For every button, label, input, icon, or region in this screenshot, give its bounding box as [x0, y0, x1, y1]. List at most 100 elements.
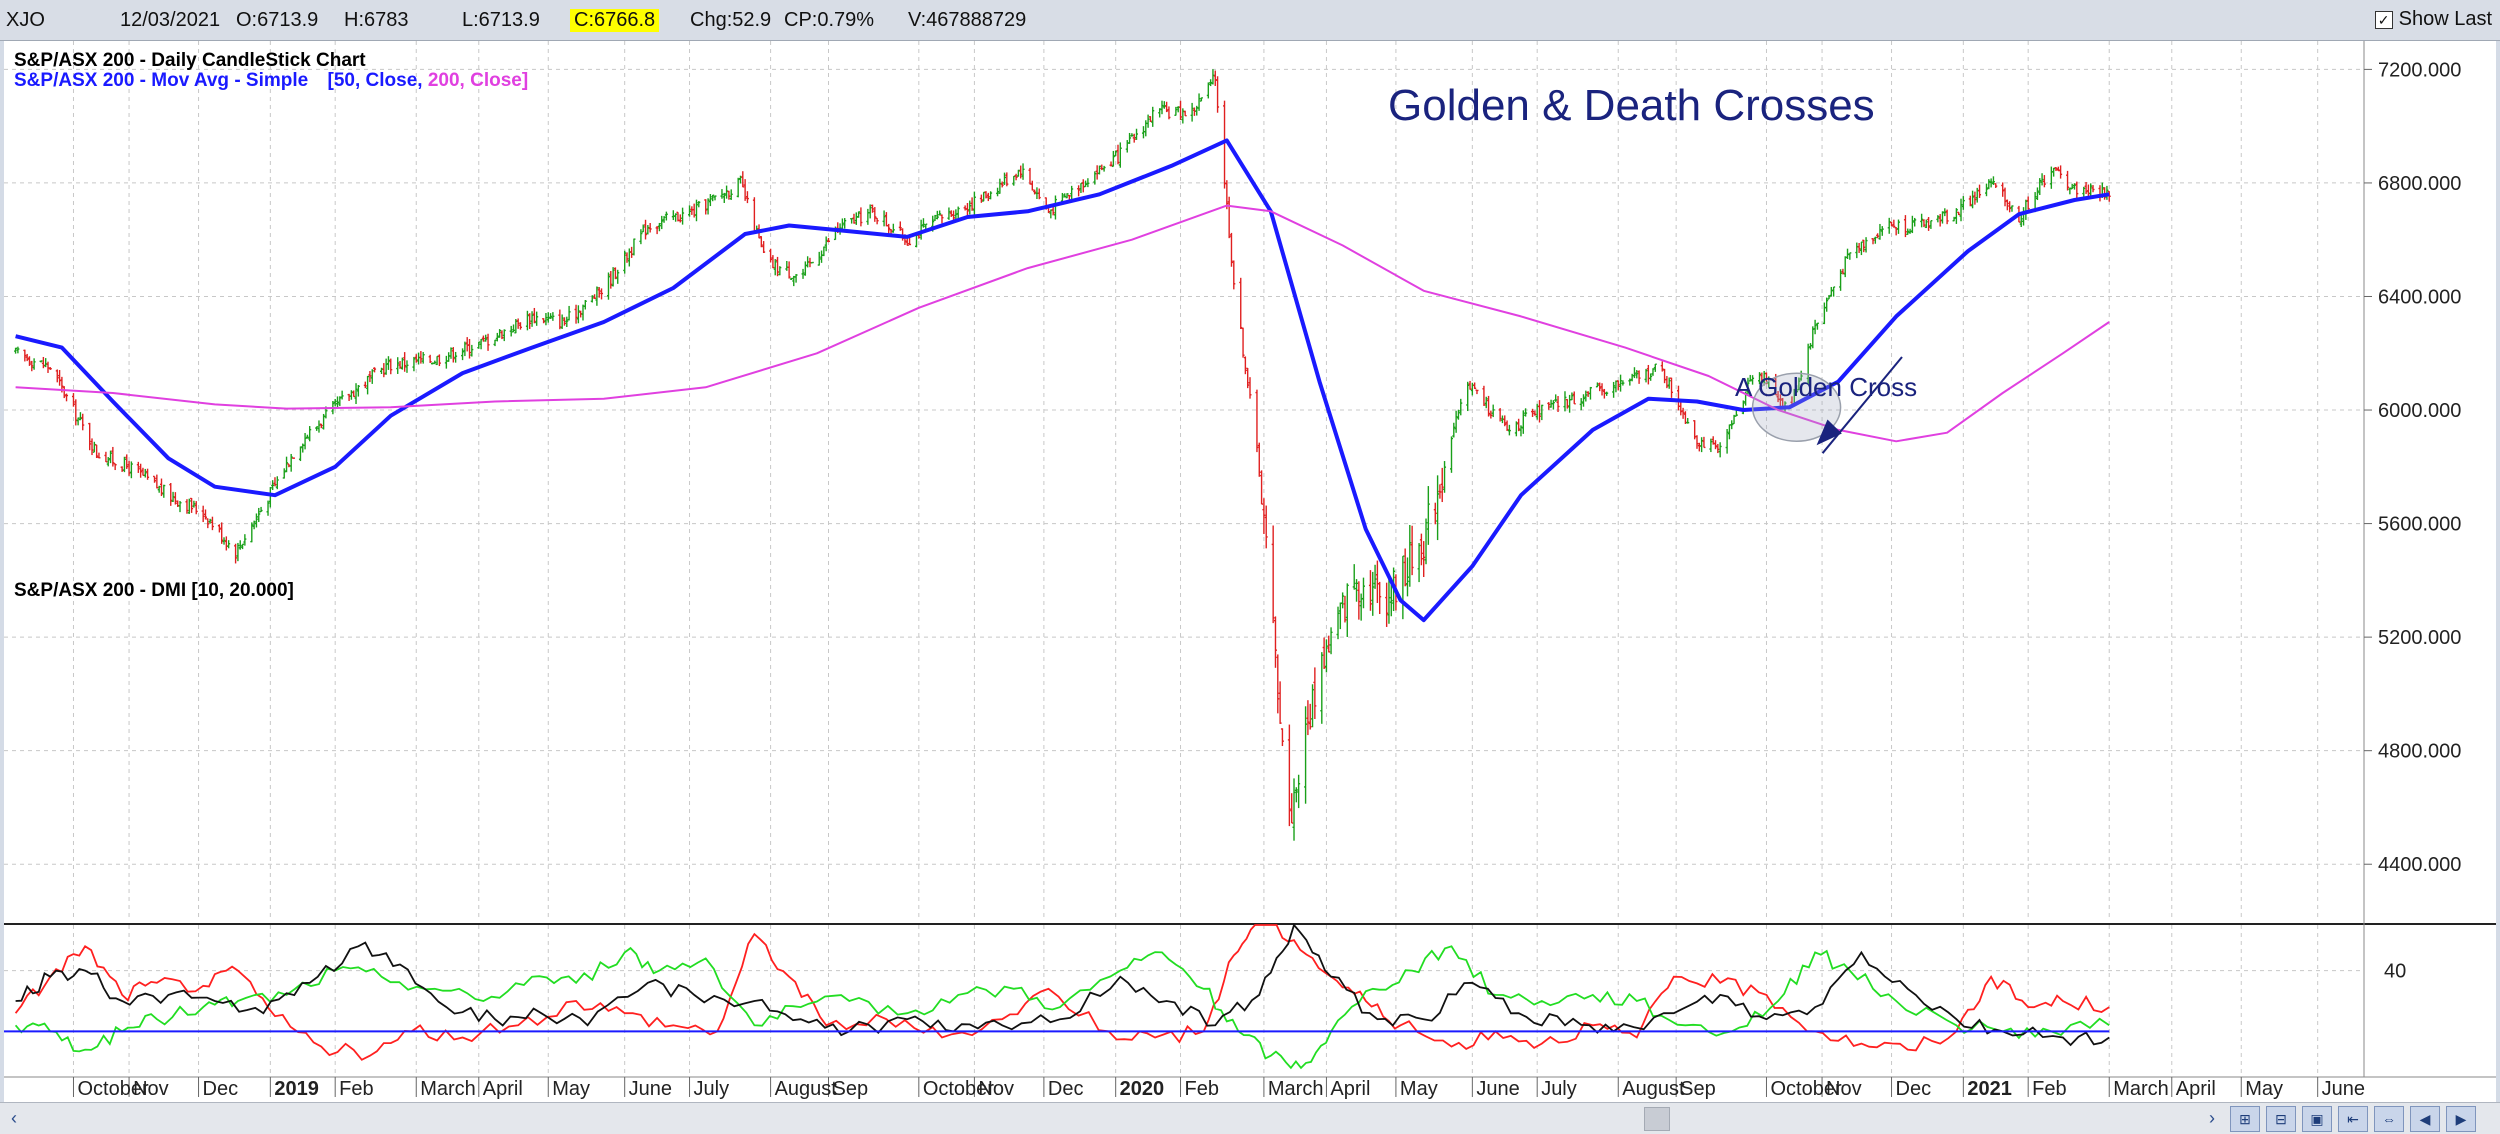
candle	[1644, 368, 1648, 383]
show-last-checkbox[interactable]: ✓	[2374, 10, 2393, 29]
candle	[333, 398, 337, 407]
previous-page-icon[interactable]: ◀	[2410, 1106, 2440, 1132]
candle	[1241, 327, 1245, 358]
scroll-left-button[interactable]: ‹	[11, 1108, 17, 1128]
candle	[1276, 654, 1280, 714]
x-tick-label: April	[1330, 1078, 1370, 1100]
candle	[1065, 193, 1069, 199]
candle	[2005, 199, 2009, 211]
candle	[785, 260, 789, 271]
candle	[1632, 367, 1636, 379]
candle	[1570, 392, 1574, 401]
candle	[153, 475, 157, 483]
candle	[1991, 176, 1995, 185]
candle	[646, 225, 650, 235]
candle	[2075, 181, 2079, 199]
candle	[1968, 195, 1972, 207]
candle	[743, 179, 747, 201]
candle	[657, 222, 661, 232]
candle	[1822, 302, 1826, 325]
candle	[1825, 297, 1829, 312]
candle	[2098, 185, 2102, 202]
candle	[1927, 217, 1931, 231]
candle	[956, 206, 960, 220]
candle	[127, 460, 131, 476]
scroll-range-icon[interactable]: ⇔	[2374, 1106, 2404, 1132]
candle	[2073, 183, 2077, 190]
candle	[254, 513, 258, 528]
zoom-fit-icon[interactable]: ▣	[2302, 1106, 2332, 1132]
candle	[639, 229, 643, 245]
scroll-right-button[interactable]: ›	[2209, 1108, 2215, 1128]
candle	[516, 318, 520, 329]
candle	[48, 367, 52, 370]
candle	[1890, 221, 1894, 227]
candle	[1521, 410, 1525, 434]
candle	[1294, 787, 1298, 803]
horizontal-scrollbar[interactable]: ‹ › ⊞ ⊟ ▣ ⇤ ⇔ ◀ ▶	[0, 1102, 2500, 1134]
candle	[593, 294, 597, 299]
chart-area[interactable]: October Nov Dec 2019 Feb March April May June Jul…	[4, 41, 2496, 1102]
candle	[1190, 102, 1194, 122]
candle	[762, 241, 766, 254]
candle	[1225, 180, 1229, 210]
candle	[600, 288, 604, 300]
candle	[979, 194, 983, 203]
candle	[2084, 181, 2088, 195]
scroll-thumb[interactable]	[1644, 1107, 1670, 1131]
candle	[1730, 420, 1734, 430]
candle	[370, 369, 374, 384]
candle	[498, 329, 502, 338]
candle	[801, 268, 805, 279]
candle	[222, 537, 226, 545]
candle	[1466, 381, 1470, 412]
candle	[549, 313, 553, 319]
candle	[338, 396, 342, 407]
ma-legend-param-3: 200,	[428, 70, 470, 91]
candle	[319, 423, 323, 429]
candle	[477, 341, 481, 349]
x-tick-label: Dec	[1048, 1078, 1084, 1100]
candle	[1438, 484, 1442, 499]
candle	[1653, 363, 1657, 372]
candle	[1751, 375, 1755, 385]
candle	[340, 390, 344, 400]
candle	[1322, 637, 1326, 669]
show-last-toggle[interactable]: ✓ Show Last	[2374, 8, 2492, 31]
candle	[644, 219, 648, 240]
dmi-adx-line	[15, 923, 2110, 1047]
x-tick-label: October	[923, 1078, 994, 1100]
next-page-icon[interactable]: ▶	[2446, 1106, 2476, 1132]
candle	[655, 226, 659, 235]
x-tick-label: August	[775, 1078, 838, 1100]
candle	[641, 224, 645, 233]
candle	[938, 210, 942, 216]
candle	[470, 344, 474, 357]
candle	[882, 210, 886, 227]
zoom-out-icon[interactable]: ⊟	[2266, 1106, 2296, 1132]
candle	[1910, 215, 1914, 234]
candle	[1452, 422, 1456, 438]
candle	[109, 450, 113, 464]
candle	[187, 498, 191, 514]
volume-label: V:467888729	[908, 9, 1027, 31]
candle	[111, 446, 115, 467]
candle	[479, 338, 483, 350]
dmi-y-tick-label: 40	[2384, 961, 2406, 983]
ma-legend-param-2: Close,	[366, 70, 428, 91]
zoom-in-icon[interactable]: ⊞	[2230, 1106, 2260, 1132]
ma-200-line	[15, 204, 2110, 443]
candle	[169, 482, 173, 506]
chart-title: S&P/ASX 200 - Daily CandleStick Chart	[14, 50, 366, 71]
candle	[106, 457, 110, 467]
x-tick-label: May	[2245, 1078, 2283, 1100]
candle	[1095, 165, 1099, 180]
candle	[104, 451, 108, 463]
candle	[1199, 97, 1203, 102]
candle	[1239, 277, 1243, 329]
first-page-icon[interactable]: ⇤	[2338, 1106, 2368, 1132]
candle	[1880, 226, 1884, 236]
x-tick-label: Feb	[339, 1078, 373, 1100]
candle	[2089, 183, 2093, 198]
